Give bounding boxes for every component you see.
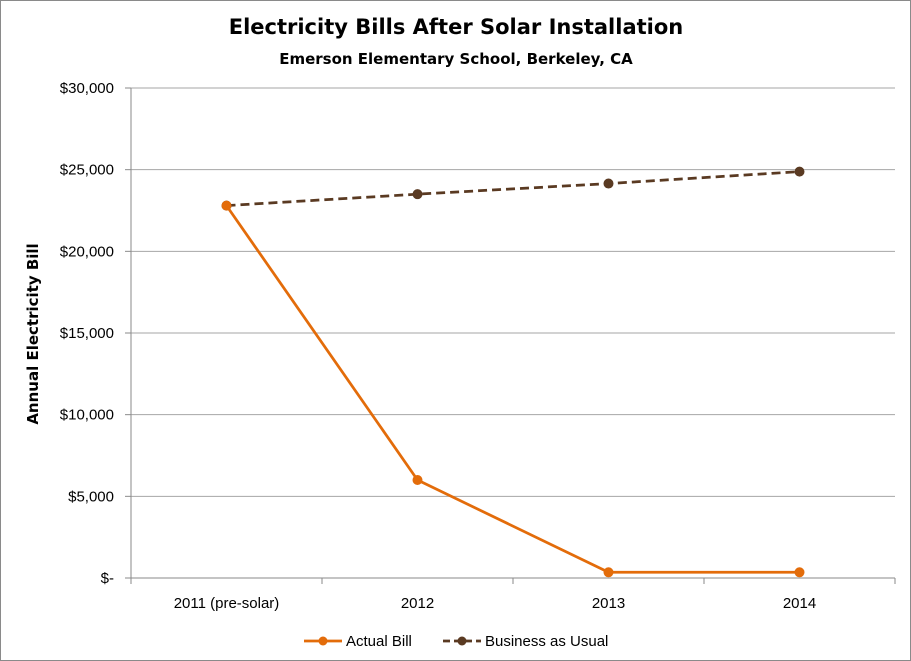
data-point-business-as-usual <box>412 189 423 200</box>
legend-label: Business as Usual <box>485 633 608 650</box>
y-tick-label: $20,000 <box>60 243 114 260</box>
data-point-actual-bill <box>603 567 614 578</box>
y-tick-label: $10,000 <box>60 407 114 424</box>
data-point-business-as-usual <box>603 178 614 189</box>
data-point-actual-bill <box>412 475 423 485</box>
x-tick-label: 2011 (pre-solar) <box>174 595 280 612</box>
legend-marker <box>457 636 467 646</box>
legend-label: Actual Bill <box>346 633 412 650</box>
chart-title: Electricity Bills After Solar Installati… <box>229 15 684 39</box>
x-tick-label: 2013 <box>592 595 625 612</box>
y-tick-label: $25,000 <box>60 162 114 179</box>
x-tick-label: 2012 <box>401 595 434 612</box>
gridlines <box>131 87 895 497</box>
data-point-actual-bill <box>794 567 805 578</box>
legend-marker <box>318 636 328 646</box>
series-line-business-as-usual <box>226 170 800 207</box>
chart-subtitle: Emerson Elementary School, Berkeley, CA <box>279 50 633 68</box>
legend: Actual Bill Business as Usual <box>304 633 608 650</box>
series-layer <box>221 166 805 578</box>
data-point-actual-bill <box>221 200 232 211</box>
y-axis-title: Annual Electricity Bill <box>24 243 42 424</box>
data-point-business-as-usual <box>794 166 805 177</box>
x-tick-label: 2014 <box>783 595 816 612</box>
axes: $- $5,000 $10,000 $15,000 $20,000 $25,000 $30,… <box>60 80 896 612</box>
series-line-actual-bill <box>225 204 800 574</box>
y-tick-label: $15,000 <box>60 325 114 342</box>
y-tick-label: $5,000 <box>68 488 114 505</box>
y-tick-label: $30,000 <box>60 80 114 97</box>
y-tick-label: $- <box>101 570 114 587</box>
